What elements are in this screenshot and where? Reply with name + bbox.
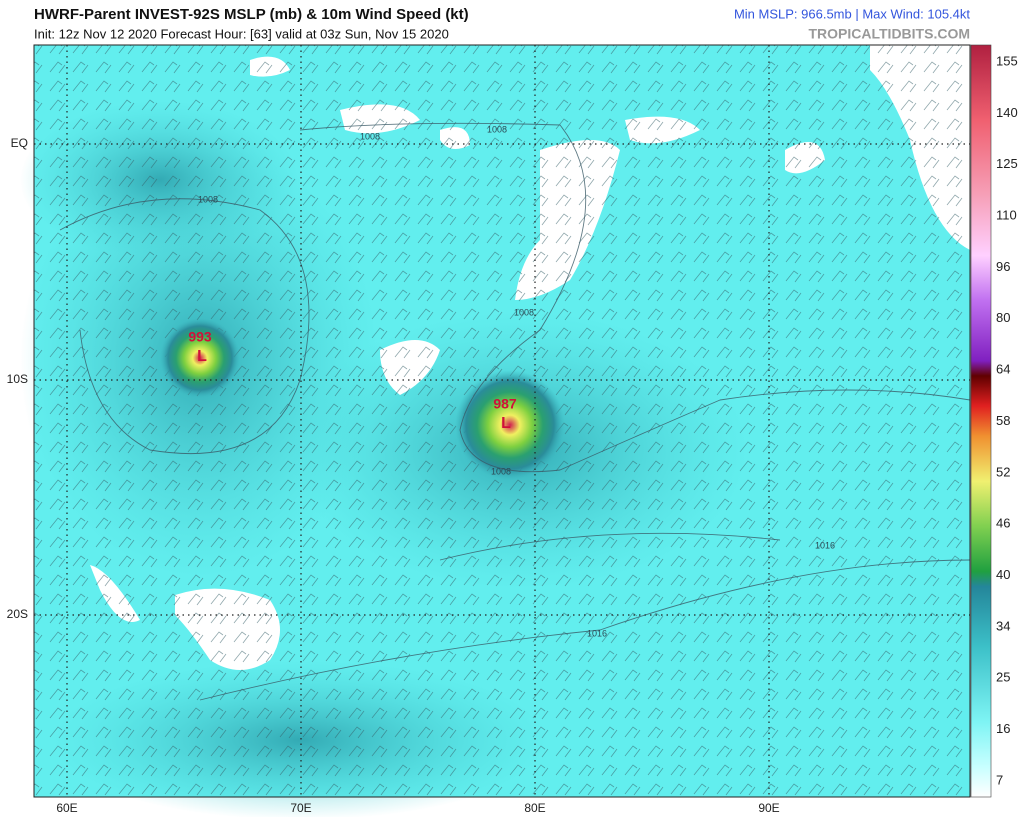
colorbar-label: 110: [996, 208, 1017, 223]
stats: Min MSLP: 966.5mb | Max Wind: 105.4kt: [734, 6, 970, 21]
map: 1008 1008 1008 1008 1008 1016 1016 993 L…: [20, 44, 971, 820]
colorbar-label: 80: [996, 310, 1010, 325]
colorbar-label: 140: [996, 105, 1018, 120]
contour-label: 1008: [360, 131, 380, 141]
contour-label: 1016: [587, 628, 607, 638]
lon-label: 70E: [290, 801, 311, 815]
colorbar-label: 34: [996, 618, 1010, 633]
colorbar-label: 96: [996, 259, 1010, 274]
low-pressure: 993: [188, 329, 212, 345]
colorbar: [970, 44, 992, 798]
low-symbol: L: [197, 348, 207, 365]
colorbar-labels: 155 140 125 110 96 80 64 58 52 46 40 34 25 16 7: [996, 53, 1018, 787]
contour-label: 1008: [487, 124, 507, 134]
isobars: [59, 122, 971, 701]
colorbar-label: 155: [996, 53, 1018, 68]
colorbar-label: 58: [996, 413, 1010, 428]
contour-label: 1016: [815, 540, 835, 550]
colorbar-label: 16: [996, 721, 1010, 736]
cyclone-west: [160, 318, 240, 398]
colorbar-label: 64: [996, 362, 1010, 377]
colorbar-label: 46: [996, 516, 1010, 531]
lon-label: 80E: [524, 801, 545, 815]
map-frame: [33, 44, 971, 798]
lon-label: 60E: [56, 801, 77, 815]
low-pressure: 987: [493, 396, 517, 412]
colorbar-label: 125: [996, 156, 1018, 171]
low-symbol: L: [501, 415, 511, 432]
lat-label: 10S: [7, 372, 28, 386]
contour-label: 1008: [491, 466, 511, 476]
colorbar-label: 7: [996, 772, 1003, 787]
contour-label: 1008: [514, 307, 534, 317]
colorbar-label: 52: [996, 464, 1010, 479]
lon-label: 90E: [758, 801, 779, 815]
lat-label: 20S: [7, 607, 28, 621]
cyclone-east: [455, 370, 565, 480]
site: TROPICALTIDBITS.COM: [808, 26, 970, 42]
title: HWRF-Parent INVEST-92S MSLP (mb) & 10m W…: [34, 6, 469, 23]
subtitle: Init: 12z Nov 12 2020 Forecast Hour: [63…: [34, 26, 449, 41]
grid: [34, 45, 970, 797]
colorbar-label: 25: [996, 670, 1010, 685]
colorbar-label: 40: [996, 567, 1010, 582]
contour-label: 1008: [198, 194, 218, 204]
lat-label: EQ: [11, 136, 28, 150]
